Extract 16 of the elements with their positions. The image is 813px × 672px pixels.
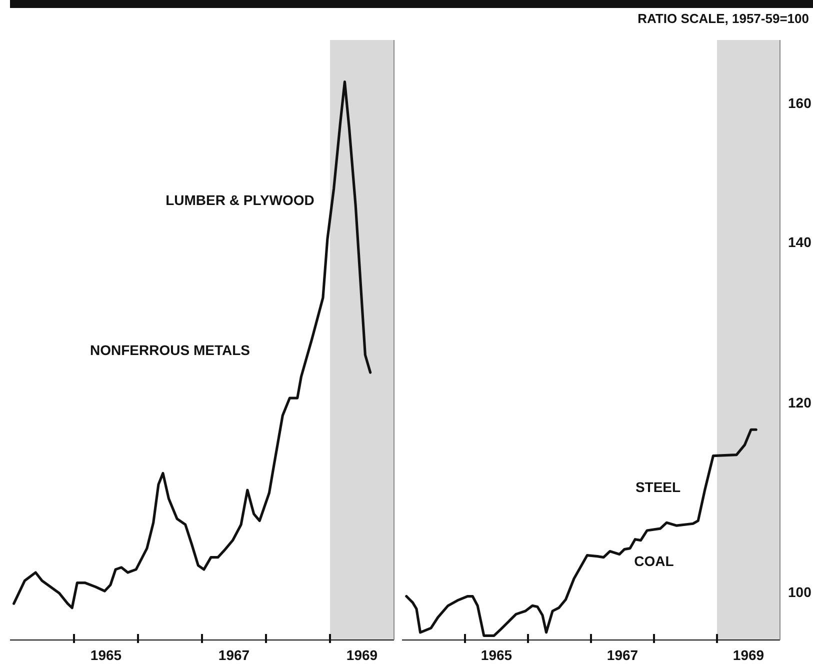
x-tick-label: 1967	[606, 647, 638, 663]
y-axis-title: RATIO SCALE, 1957-59=100	[638, 11, 809, 26]
line-series	[405, 428, 758, 637]
annotation: LUMBER & PLYWOOD	[166, 192, 314, 208]
x-tick-label: 1965	[480, 647, 512, 663]
x-tick-label: 1965	[90, 647, 122, 663]
x-tick-label: 1967	[218, 647, 250, 663]
y-tick-label: 140	[788, 234, 812, 250]
y-tick-label: 160	[788, 95, 812, 112]
y-tick-label: 120	[788, 394, 812, 410]
x-tick-label: 1969	[346, 647, 378, 663]
y-tick-label: 100	[788, 584, 812, 600]
annotation: STEEL	[635, 479, 682, 495]
annotation: COAL	[634, 553, 674, 569]
annotation: NONFERROUS METALS	[90, 342, 250, 358]
x-tick-label: 1969	[732, 647, 764, 663]
